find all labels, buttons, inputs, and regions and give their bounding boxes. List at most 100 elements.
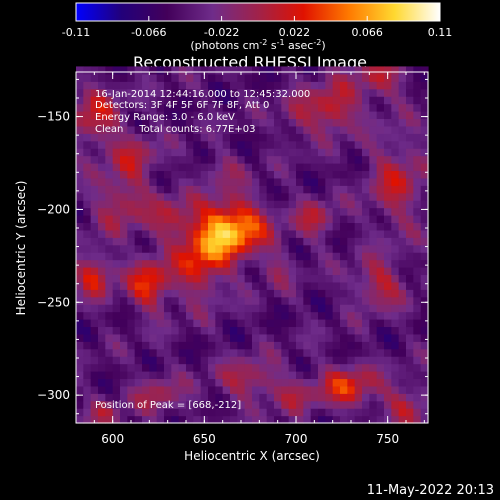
heatmap-cell — [420, 111, 429, 120]
heatmap-cell — [90, 170, 99, 179]
heatmap-cell — [406, 244, 414, 253]
heatmap-cell — [325, 378, 334, 387]
heatmap-cell — [354, 133, 363, 142]
heatmap-cell — [281, 81, 290, 90]
heatmap-cell — [354, 333, 363, 342]
heatmap-cell — [266, 341, 275, 350]
heatmap-cell — [384, 192, 392, 201]
heatmap-cell — [347, 170, 356, 179]
heatmap-cell — [193, 274, 202, 283]
heatmap-cell — [340, 66, 348, 75]
heatmap-cell — [310, 125, 319, 134]
heatmap-cell — [237, 281, 246, 290]
heatmap-cell — [325, 125, 334, 134]
heatmap-cell — [340, 319, 348, 328]
heatmap-cell — [406, 311, 414, 320]
heatmap-cell — [244, 289, 253, 298]
heatmap-cell — [369, 393, 378, 402]
heatmap-cell — [354, 88, 363, 97]
heatmap-cell — [156, 133, 165, 142]
heatmap-cell — [237, 177, 246, 186]
heatmap-cell — [252, 267, 260, 276]
heatmap-cell — [398, 385, 407, 394]
heatmap-cell — [266, 371, 275, 380]
heatmap-cell — [193, 140, 202, 149]
heatmap-cell — [171, 415, 180, 424]
heatmap-cell — [90, 237, 99, 246]
heatmap-cell — [398, 356, 407, 365]
heatmap-cell — [252, 408, 260, 417]
heatmap-cell — [134, 118, 143, 127]
heatmap-cell — [354, 185, 363, 194]
heatmap-cell — [230, 371, 238, 380]
heatmap-cell — [296, 289, 304, 298]
heatmap-cell — [347, 73, 356, 82]
heatmap-cell — [354, 296, 363, 305]
heatmap-cell — [90, 252, 99, 261]
heatmap-cell — [325, 393, 334, 402]
heatmap-cell — [193, 111, 202, 120]
heatmap-cell — [171, 222, 180, 231]
heatmap-cell — [332, 125, 341, 134]
heatmap-cell — [303, 81, 312, 90]
heatmap-cell — [83, 244, 92, 253]
heatmap-cell — [347, 148, 356, 157]
heatmap-cell — [391, 229, 400, 238]
heatmap-cell — [391, 363, 400, 372]
heatmap-cell — [237, 326, 246, 335]
heatmap-cell — [259, 237, 268, 246]
heatmap-cell — [149, 215, 158, 224]
heatmap-cell — [398, 148, 407, 157]
heatmap-cell — [208, 252, 216, 261]
heatmap-cell — [120, 185, 128, 194]
heatmap-cell — [288, 118, 297, 127]
heatmap-cell — [186, 96, 194, 105]
heatmap-cell — [376, 222, 385, 231]
heatmap-cell — [142, 88, 150, 97]
heatmap-cell — [171, 281, 180, 290]
heatmap-cell — [376, 192, 385, 201]
heatmap-cell — [156, 96, 165, 105]
heatmap-cell — [288, 371, 297, 380]
heatmap-cell — [420, 222, 429, 231]
heatmap-cell — [296, 244, 304, 253]
heatmap-cell — [98, 192, 106, 201]
heatmap-cell — [310, 341, 319, 350]
heatmap-cell — [406, 341, 414, 350]
heatmap-cell — [303, 333, 312, 342]
heatmap-cell — [369, 177, 378, 186]
heatmap-cell — [215, 200, 224, 209]
heatmap-cell — [281, 319, 290, 328]
heatmap-cell — [120, 319, 128, 328]
heatmap-cell — [98, 371, 106, 380]
heatmap-cell — [215, 378, 224, 387]
heatmap-cell — [186, 319, 194, 328]
heatmap-cell — [230, 148, 238, 157]
heatmap-cell — [318, 348, 326, 357]
heatmap-cell — [186, 200, 194, 209]
heatmap-cell — [76, 96, 84, 105]
heatmap-cell — [310, 356, 319, 365]
heatmap-cell — [274, 304, 282, 313]
heatmap-cell — [76, 400, 84, 409]
x-tick-label: 650 — [193, 432, 216, 446]
heatmap-cell — [310, 408, 319, 417]
heatmap-cell — [259, 281, 268, 290]
heatmap-cell — [149, 222, 158, 231]
heatmap-cell — [164, 400, 172, 409]
heatmap-cell — [237, 118, 246, 127]
heatmap-cell — [340, 244, 348, 253]
heatmap-cell — [112, 371, 121, 380]
heatmap-cell — [318, 326, 326, 335]
heatmap-cell — [222, 267, 231, 276]
heatmap-cell — [369, 252, 378, 261]
heatmap-cell — [376, 296, 385, 305]
heatmap-cell — [186, 326, 194, 335]
heatmap-cell — [134, 281, 143, 290]
heatmap-cell — [413, 289, 422, 298]
heatmap-cell — [200, 170, 209, 179]
heatmap-cell — [98, 66, 106, 75]
heatmap-cell — [318, 333, 326, 342]
heatmap-cell — [332, 400, 341, 409]
heatmap-cell — [259, 333, 268, 342]
